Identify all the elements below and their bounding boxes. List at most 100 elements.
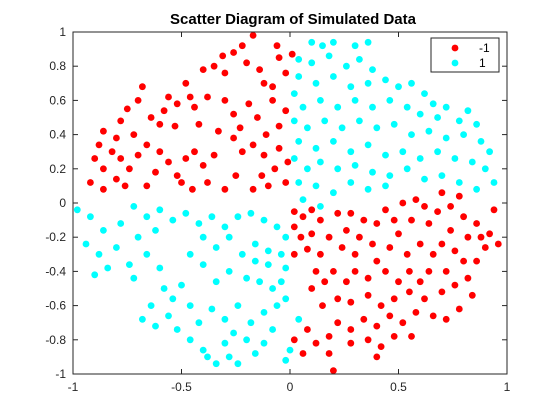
data-point-s0-55 <box>100 165 107 173</box>
data-point-s1-24 <box>334 103 342 111</box>
data-point-s1-146 <box>182 209 190 217</box>
data-point-s1-133 <box>225 233 233 241</box>
data-point-s1-25 <box>351 97 359 104</box>
data-point-s0-99 <box>373 220 381 227</box>
data-point-s0-98 <box>360 216 368 224</box>
data-point-s1-150 <box>130 203 138 210</box>
data-point-s0-63 <box>143 182 151 190</box>
data-point-s1-62 <box>304 165 311 173</box>
data-point-s0-111 <box>434 208 441 216</box>
data-point-s0-68 <box>210 151 218 159</box>
data-point-s1-49 <box>312 144 320 152</box>
data-point-s1-135 <box>251 240 259 248</box>
data-point-s0-171 <box>390 333 398 340</box>
data-point-s1-93 <box>143 250 151 258</box>
data-point-s0-58 <box>134 151 142 159</box>
data-point-s1-158 <box>269 326 276 333</box>
data-point-s1-103 <box>186 302 194 309</box>
data-point-s0-25 <box>230 110 238 118</box>
data-point-s1-88 <box>117 220 125 227</box>
data-point-s1-65 <box>351 162 359 169</box>
data-point-s0-30 <box>269 97 276 104</box>
data-point-s0-59 <box>143 141 151 149</box>
data-point-s1-54 <box>399 148 407 156</box>
data-point-s0-126 <box>442 268 450 275</box>
data-point-s1-12 <box>312 79 320 87</box>
data-point-s0-18 <box>165 93 172 101</box>
data-point-s1-15 <box>364 79 372 87</box>
data-point-s0-9 <box>260 79 268 87</box>
data-point-s0-37 <box>260 151 268 159</box>
data-point-s1-126 <box>243 274 251 282</box>
data-point-s0-50 <box>113 134 120 142</box>
data-point-s0-103 <box>412 196 420 204</box>
data-point-s0-78 <box>156 120 164 128</box>
data-point-s0-161 <box>334 319 342 327</box>
data-point-s1-39 <box>356 117 363 125</box>
data-point-s0-132 <box>373 257 381 265</box>
y-axis: -1 -0.8 -0.6 -0.4 -0.2 0 0.2 0.4 0.6 0.8 1 <box>45 25 507 381</box>
data-point-s1-105 <box>186 336 194 344</box>
data-point-s1-27 <box>386 97 394 104</box>
y-tick-label: -0.8 <box>45 333 66 347</box>
data-point-s0-19 <box>160 107 168 115</box>
data-point-s1-94 <box>152 227 159 234</box>
data-point-s1-142 <box>234 213 242 221</box>
data-point-s1-102 <box>178 281 185 289</box>
data-point-s0-168 <box>347 339 355 347</box>
data-point-s0-61 <box>165 158 172 166</box>
data-point-s1-38 <box>338 124 346 132</box>
data-point-s0-143 <box>364 291 372 299</box>
data-point-s1-40 <box>373 124 381 132</box>
data-point-s0-167 <box>325 350 333 357</box>
data-point-s1-130 <box>186 250 194 258</box>
data-point-s1-90 <box>125 261 133 268</box>
data-point-s0-62 <box>152 168 159 176</box>
legend-marker-0 <box>451 44 459 52</box>
y-tick-label: 0 <box>59 196 66 210</box>
data-point-s0-166 <box>299 350 307 357</box>
data-point-s1-7 <box>325 52 333 60</box>
data-point-s0-38 <box>275 144 283 152</box>
data-point-s0-121 <box>473 220 480 227</box>
data-point-s0-43 <box>264 182 272 190</box>
data-point-s0-48 <box>117 117 125 125</box>
data-point-s1-145 <box>195 220 203 227</box>
data-point-s0-119 <box>451 247 459 255</box>
data-point-s0-136 <box>330 268 337 275</box>
data-point-s0-92 <box>347 209 355 217</box>
data-point-s0-154 <box>429 312 437 320</box>
data-point-s1-127 <box>225 268 233 275</box>
legend-marker-1 <box>451 59 459 67</box>
data-point-s0-4 <box>210 62 218 70</box>
data-point-s1-35 <box>290 117 298 125</box>
data-point-s0-51 <box>100 127 107 135</box>
data-point-s1-32 <box>455 117 463 125</box>
data-point-s0-7 <box>243 59 251 67</box>
data-point-s1-109 <box>225 353 233 361</box>
data-point-s0-164 <box>304 326 311 333</box>
data-point-s1-97 <box>147 302 155 309</box>
data-point-s1-14 <box>347 83 355 91</box>
data-point-s1-151 <box>282 264 290 272</box>
x-tick-label: 0 <box>287 380 294 394</box>
data-point-s0-108 <box>403 250 411 258</box>
data-point-s1-136 <box>264 247 272 255</box>
data-point-s1-29 <box>416 110 424 118</box>
data-point-s1-81 <box>73 206 81 214</box>
data-point-s1-2 <box>330 38 337 46</box>
data-point-s0-77 <box>121 182 129 190</box>
data-point-s0-114 <box>455 192 463 200</box>
data-point-s0-134 <box>351 268 359 275</box>
data-point-s1-18 <box>408 79 415 87</box>
data-point-s1-104 <box>173 326 181 333</box>
data-point-s1-137 <box>277 250 285 258</box>
x-tick-label: 1 <box>504 380 511 394</box>
data-point-s0-159 <box>360 315 368 323</box>
data-point-s0-83 <box>317 216 324 224</box>
data-point-s1-100 <box>165 312 172 320</box>
data-point-s1-30 <box>434 114 441 121</box>
data-point-s0-149 <box>451 281 459 289</box>
data-point-s1-59 <box>481 165 489 173</box>
data-point-s0-147 <box>421 295 428 303</box>
